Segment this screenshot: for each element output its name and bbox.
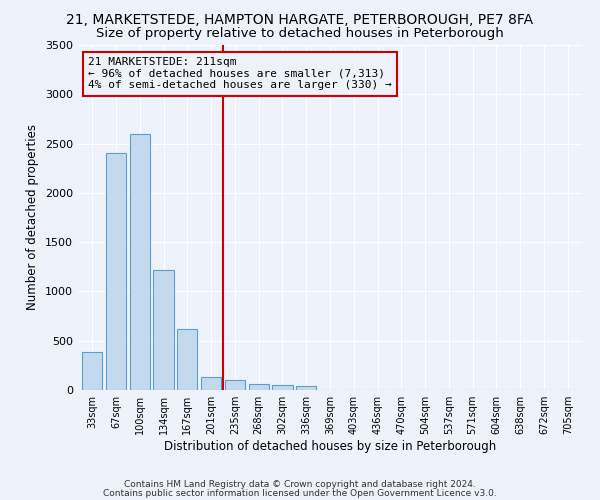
Bar — [296, 386, 316, 390]
X-axis label: Distribution of detached houses by size in Peterborough: Distribution of detached houses by size … — [164, 440, 496, 453]
Bar — [272, 384, 293, 390]
Text: 21, MARKETSTEDE, HAMPTON HARGATE, PETERBOROUGH, PE7 8FA: 21, MARKETSTEDE, HAMPTON HARGATE, PETERB… — [67, 12, 533, 26]
Text: Contains public sector information licensed under the Open Government Licence v3: Contains public sector information licen… — [103, 488, 497, 498]
Text: 21 MARKETSTEDE: 211sqm
← 96% of detached houses are smaller (7,313)
4% of semi-d: 21 MARKETSTEDE: 211sqm ← 96% of detached… — [88, 57, 392, 90]
Text: Contains HM Land Registry data © Crown copyright and database right 2024.: Contains HM Land Registry data © Crown c… — [124, 480, 476, 489]
Bar — [106, 154, 126, 390]
Bar — [177, 329, 197, 390]
Bar — [82, 352, 103, 390]
Bar — [201, 377, 221, 390]
Bar — [248, 384, 269, 390]
Text: Size of property relative to detached houses in Peterborough: Size of property relative to detached ho… — [96, 28, 504, 40]
Y-axis label: Number of detached properties: Number of detached properties — [26, 124, 40, 310]
Bar — [154, 270, 173, 390]
Bar — [225, 380, 245, 390]
Bar — [130, 134, 150, 390]
